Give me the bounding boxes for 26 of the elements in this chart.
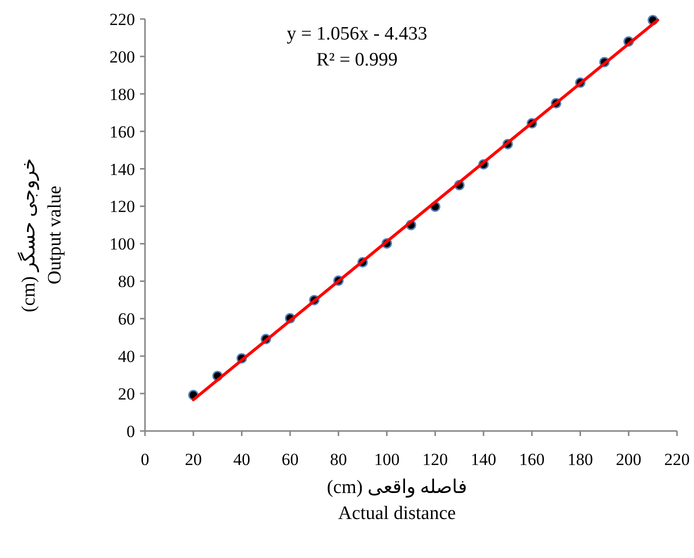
- x-tick-label: 180: [568, 450, 594, 469]
- x-tick-label: 60: [282, 450, 299, 469]
- y-tick-label: 160: [110, 122, 135, 142]
- x-tick-label: 80: [330, 450, 347, 469]
- y-tick-label: 80: [118, 272, 135, 292]
- y-tick-label: 120: [110, 197, 135, 216]
- y-tick-label: 220: [110, 10, 135, 29]
- y-tick-label: 100: [110, 234, 135, 254]
- x-tick-label: 160: [519, 450, 545, 469]
- x-tick-label: 40: [233, 450, 250, 469]
- x-tick-label: 100: [374, 450, 400, 469]
- y-tick-label: 140: [110, 160, 135, 179]
- y-tick-label: 0: [126, 422, 135, 441]
- y-tick-label: 180: [110, 84, 135, 104]
- annotation: y = 1.056x - 4.433: [286, 24, 428, 45]
- y-tick-label: 60: [118, 310, 135, 329]
- y-tick-label: 200: [110, 47, 135, 66]
- annotation: R² = 0.999: [316, 50, 398, 71]
- x-tick-label: 0: [140, 450, 150, 469]
- x-tick-label: 200: [616, 450, 642, 469]
- y-tick-label: 40: [118, 347, 135, 366]
- x-tick-label: 20: [184, 450, 202, 469]
- y-tick-label: 20: [118, 384, 135, 404]
- x-tick-label: 140: [470, 450, 496, 469]
- x-tick-label: 120: [422, 450, 448, 469]
- x-tick-label: 220: [664, 450, 690, 469]
